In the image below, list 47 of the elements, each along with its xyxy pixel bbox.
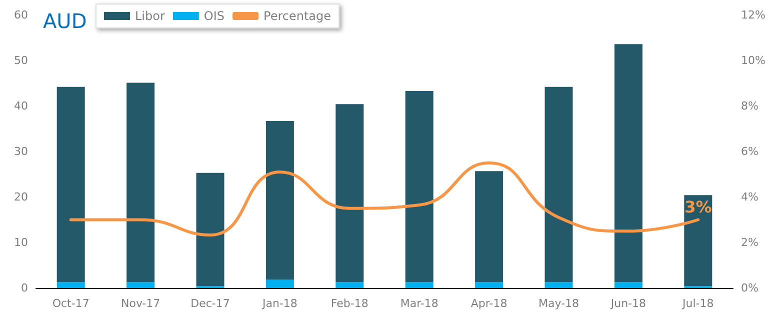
x-tick-label: Dec-17 <box>190 297 230 310</box>
x-tick-label: Nov-17 <box>120 297 160 310</box>
bar <box>544 282 573 288</box>
bar <box>684 195 712 286</box>
bar <box>56 282 85 288</box>
legend-label: Percentage <box>264 9 332 23</box>
bar <box>475 171 504 282</box>
x-tick-label: Apr-18 <box>470 297 508 310</box>
y-tick-label: 40 <box>14 100 28 112</box>
bar <box>266 280 294 288</box>
y-tick-label: 60 <box>14 8 28 22</box>
legend-label: Libor <box>135 9 165 23</box>
y2-tick-label: 12% <box>741 8 766 22</box>
x-tick-label: May-18 <box>538 297 580 310</box>
bar <box>336 104 364 282</box>
y-tick-label: 30 <box>14 145 28 158</box>
y2-tick-label: 8% <box>741 100 758 112</box>
y2-tick-label: 4% <box>741 190 758 204</box>
bar <box>126 82 155 282</box>
y-tick-label: 10 <box>14 236 28 249</box>
x-tick-label: Jul-18 <box>682 297 714 310</box>
bar <box>405 90 434 282</box>
bar <box>475 282 504 288</box>
bar <box>544 86 573 282</box>
y2-tick-label: 10% <box>741 54 766 67</box>
bar <box>336 282 364 288</box>
data-label: 3% <box>684 197 712 216</box>
bar <box>196 172 224 286</box>
y2-tick-label: 2% <box>741 236 758 249</box>
legend-label: OIS <box>204 9 225 23</box>
y2-tick-label: 0% <box>741 282 758 294</box>
bar <box>614 44 642 282</box>
bar <box>56 86 85 282</box>
x-tick-label: Oct-17 <box>52 297 90 310</box>
y-tick-label: 0 <box>21 282 28 294</box>
x-tick-label: Feb-18 <box>330 297 368 310</box>
y-tick-label: 20 <box>14 190 28 204</box>
chart-title: AUD <box>43 9 87 33</box>
y2-tick-label: 6% <box>741 145 758 158</box>
bar <box>405 282 434 288</box>
x-tick-label: Mar-18 <box>400 297 438 310</box>
bar <box>126 282 155 288</box>
x-tick-label: Jan-18 <box>261 297 298 310</box>
y-tick-label: 50 <box>14 54 28 67</box>
x-tick-label: Jun-18 <box>610 297 646 310</box>
bar <box>614 282 642 288</box>
bar <box>266 121 294 280</box>
